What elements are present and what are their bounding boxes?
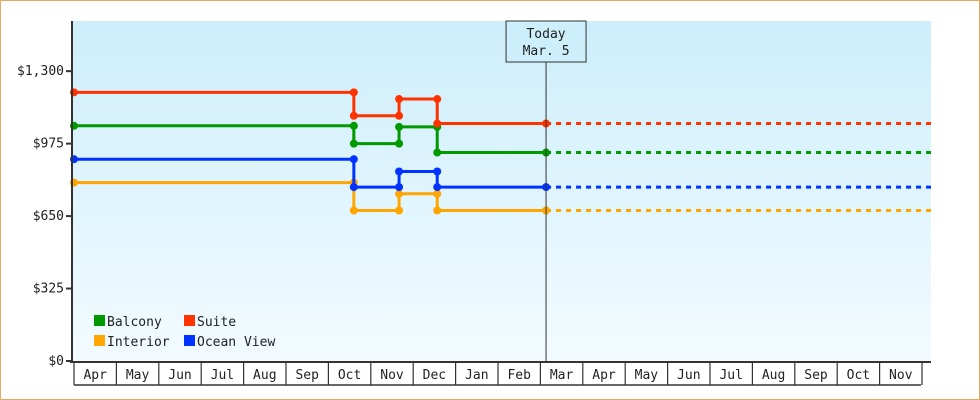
legend-swatch	[94, 335, 105, 346]
x-tick-label: Aug	[762, 368, 785, 383]
legend-swatch	[184, 335, 195, 346]
legend-swatch	[94, 315, 105, 326]
data-point	[395, 139, 404, 148]
x-tick-label: Feb	[507, 368, 531, 383]
x-tick-label: Oct	[338, 368, 361, 383]
x-tick-label: Oct	[847, 368, 870, 383]
x-tick-label: Jun	[168, 368, 191, 383]
data-point	[395, 206, 404, 215]
data-point	[433, 183, 442, 192]
x-tick-label: Jan	[465, 368, 488, 383]
legend-label: Suite	[197, 315, 236, 330]
x-tick-label: May	[126, 368, 150, 383]
x-tick-label: Aug	[253, 368, 276, 383]
x-tick-label: Jun	[677, 368, 700, 383]
x-tick-label: Mar	[550, 368, 574, 383]
data-point	[433, 189, 442, 198]
data-point	[349, 155, 358, 164]
data-point	[395, 95, 404, 104]
today-label: Today	[526, 27, 565, 42]
x-tick-label: May	[635, 368, 659, 383]
data-point	[349, 121, 358, 130]
x-tick-label: Dec	[423, 368, 446, 383]
legend-label: Ocean View	[197, 335, 275, 350]
x-tick-label: Sep	[804, 368, 828, 383]
data-point	[433, 119, 442, 128]
y-tick-label: $1,300	[17, 64, 64, 79]
x-tick-label: Nov	[380, 368, 404, 383]
data-point	[349, 88, 358, 97]
plot-area	[72, 21, 931, 361]
today-date: Mar. 5	[523, 44, 570, 59]
y-tick-label: $650	[33, 209, 64, 224]
data-point	[395, 189, 404, 198]
x-tick-label: Apr	[592, 368, 616, 383]
data-point	[433, 95, 442, 104]
data-point	[395, 111, 404, 120]
data-point	[349, 206, 358, 215]
data-point	[395, 167, 404, 176]
today-box	[505, 20, 587, 63]
x-tick-label: Jul	[719, 368, 742, 383]
y-tick-label: $0	[48, 354, 64, 369]
x-tick-label: Nov	[889, 368, 913, 383]
data-point	[433, 148, 442, 157]
y-tick-label: $975	[33, 137, 64, 152]
data-point	[433, 167, 442, 176]
x-tick-label: Jul	[211, 368, 234, 383]
legend-swatch	[184, 315, 195, 326]
data-point	[349, 111, 358, 120]
data-point	[395, 183, 404, 192]
y-tick-label: $325	[33, 282, 64, 297]
x-tick-label: Apr	[83, 368, 107, 383]
data-point	[395, 122, 404, 131]
x-tick-label: Sep	[295, 368, 319, 383]
data-point	[349, 183, 358, 192]
legend-label: Interior	[107, 335, 170, 350]
data-point	[433, 206, 442, 215]
legend-label: Balcony	[107, 315, 162, 330]
data-point	[349, 139, 358, 148]
